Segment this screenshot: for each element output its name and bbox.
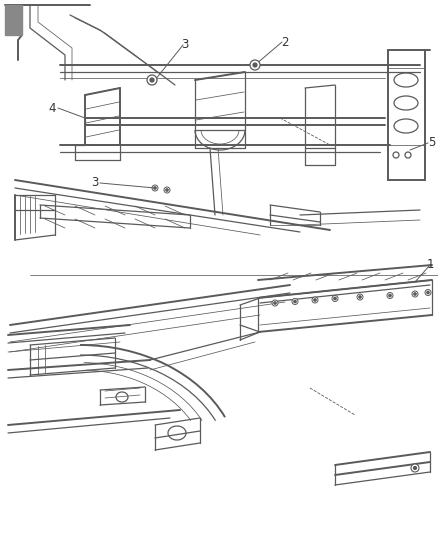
Polygon shape xyxy=(5,5,22,35)
Circle shape xyxy=(414,293,416,295)
Text: 2: 2 xyxy=(281,36,289,49)
Text: 3: 3 xyxy=(181,38,189,52)
Text: 3: 3 xyxy=(91,176,99,190)
Circle shape xyxy=(166,189,168,191)
Text: 4: 4 xyxy=(48,101,56,115)
Circle shape xyxy=(272,300,278,306)
Circle shape xyxy=(250,60,260,70)
Circle shape xyxy=(274,302,276,304)
Circle shape xyxy=(389,294,391,297)
Text: 1: 1 xyxy=(426,259,434,271)
Circle shape xyxy=(292,298,298,304)
Circle shape xyxy=(387,293,393,298)
Circle shape xyxy=(359,296,361,298)
Circle shape xyxy=(147,75,157,85)
Circle shape xyxy=(413,466,417,470)
Circle shape xyxy=(332,295,338,302)
Circle shape xyxy=(150,78,154,82)
Circle shape xyxy=(411,464,419,472)
Circle shape xyxy=(294,300,296,303)
Circle shape xyxy=(154,187,156,189)
Circle shape xyxy=(412,291,418,297)
Circle shape xyxy=(427,292,429,294)
Circle shape xyxy=(425,289,431,295)
Circle shape xyxy=(253,63,257,67)
Circle shape xyxy=(312,297,318,303)
Circle shape xyxy=(314,299,316,301)
Text: 5: 5 xyxy=(428,136,436,149)
Circle shape xyxy=(357,294,363,300)
Circle shape xyxy=(334,297,336,300)
